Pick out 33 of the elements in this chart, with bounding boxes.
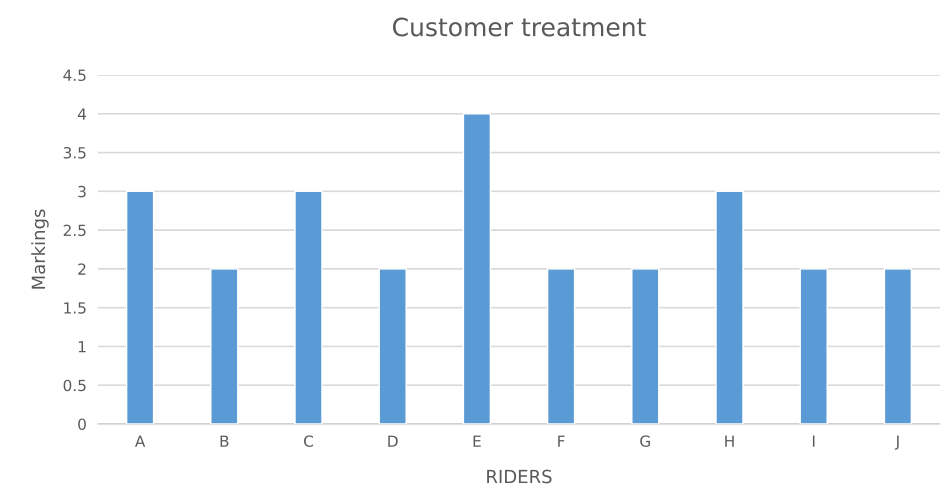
- bar: [800, 268, 828, 424]
- x-tick-label: G: [640, 435, 650, 447]
- y-tick-label: 3.5: [64, 147, 86, 159]
- x-axis-title: RIDERS: [487, 470, 552, 484]
- x-tick-label: E: [474, 436, 481, 447]
- y-tick-label: 0: [78, 418, 86, 430]
- y-tick-label: 0.5: [64, 380, 86, 392]
- x-tick-label: B: [220, 436, 228, 447]
- x-tick-label: F: [558, 436, 565, 447]
- y-tick-label: 4.5: [63, 70, 86, 82]
- y-tick-label: 4: [78, 108, 86, 120]
- y-tick-label: 2: [78, 263, 86, 275]
- y-axis-title: Markings: [31, 209, 49, 289]
- y-tick-label: 1: [78, 341, 86, 352]
- x-tick-label: H: [725, 436, 734, 447]
- y-tick-label: 3: [78, 186, 86, 198]
- x-tick-label: I: [812, 436, 814, 447]
- y-tick-label: 2.5: [64, 224, 86, 236]
- bar: [631, 268, 660, 424]
- bar: [378, 268, 407, 424]
- bar: [546, 268, 576, 424]
- bar: [462, 113, 492, 424]
- bar: [884, 268, 912, 424]
- bar: [715, 190, 744, 424]
- bar: [210, 268, 238, 424]
- x-tick-label: J: [894, 436, 899, 450]
- bar: [294, 190, 323, 424]
- x-tick-label: C: [304, 435, 314, 447]
- bar: [126, 190, 154, 424]
- chart-title: Customer treatment: [393, 18, 646, 36]
- x-tick-label: A: [134, 436, 146, 447]
- x-tick-label: D: [388, 436, 398, 447]
- y-tick-label: 1.5: [64, 302, 86, 314]
